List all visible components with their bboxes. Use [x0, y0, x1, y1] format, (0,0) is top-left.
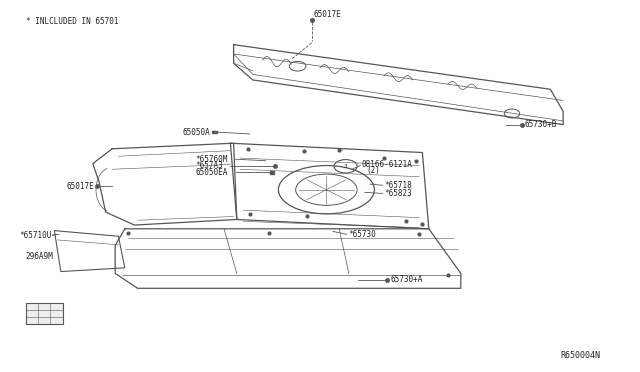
Text: 296A9M: 296A9M	[26, 252, 53, 261]
Bar	[212, 131, 217, 134]
Text: *657A3: *657A3	[195, 161, 223, 170]
Text: 65050EA: 65050EA	[195, 168, 228, 177]
FancyBboxPatch shape	[26, 303, 63, 324]
Text: *65730: *65730	[349, 230, 376, 239]
Text: 3: 3	[344, 164, 348, 169]
Text: 08166-6121A: 08166-6121A	[362, 160, 412, 169]
Text: 65050A: 65050A	[182, 128, 210, 137]
Text: (2): (2)	[366, 166, 380, 174]
Text: 65730+B: 65730+B	[525, 120, 557, 129]
Text: *65823: *65823	[384, 189, 412, 198]
Text: * INLCLUDED IN 65701: * INLCLUDED IN 65701	[26, 17, 118, 26]
Text: *65710U: *65710U	[19, 231, 52, 240]
Text: 65730+A: 65730+A	[390, 275, 423, 284]
Text: *65718: *65718	[384, 181, 412, 190]
Text: R650004N: R650004N	[560, 351, 600, 360]
Text: 65017E: 65017E	[67, 182, 95, 190]
Text: *65760M: *65760M	[195, 155, 228, 164]
Text: 65017E: 65017E	[314, 10, 341, 19]
Bar	[270, 171, 275, 173]
